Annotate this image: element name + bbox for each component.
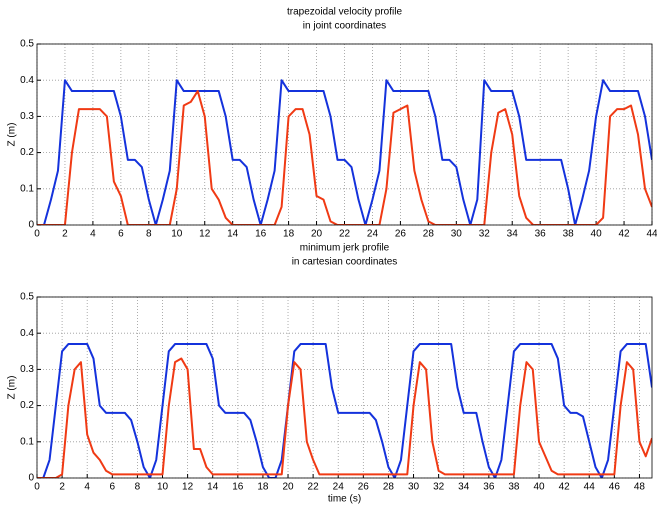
x-tick-label: 16 — [255, 229, 267, 240]
chart-subtitle: in joint coordinates — [303, 21, 386, 32]
axes-box — [36, 43, 653, 226]
chart-subtitle: in cartesian coordinates — [292, 257, 398, 268]
x-tick-label: 10 — [171, 229, 183, 240]
x-tick-label: 26 — [358, 482, 370, 493]
x-tick-label: 14 — [227, 229, 239, 240]
y-tick-label: 0.4 — [20, 75, 34, 86]
x-tick-label: 30 — [451, 229, 463, 240]
y-tick-label: 0.4 — [20, 328, 34, 339]
y-tick-label: 0.2 — [20, 147, 34, 158]
x-tick-label: 10 — [157, 482, 169, 493]
y-tick-label: 0.3 — [20, 364, 34, 375]
x-tick-label: 6 — [110, 482, 116, 493]
y-tick-label: 0.1 — [20, 436, 34, 447]
x-tick-label: 18 — [283, 229, 295, 240]
y-tick-label: 0.3 — [20, 111, 34, 122]
chart-title: minimum jerk profile — [300, 243, 390, 254]
x-tick-label: 22 — [308, 482, 320, 493]
data-line — [37, 357, 652, 478]
x-tick-label: 0 — [34, 229, 40, 240]
x-tick-label: 42 — [618, 229, 630, 240]
y-axis-label: Z (m) — [7, 123, 18, 147]
x-tick-label: 2 — [62, 229, 68, 240]
x-tick-label: 30 — [408, 482, 420, 493]
x-axis-label: time (s) — [328, 494, 361, 505]
x-tick-label: 2 — [59, 482, 65, 493]
y-tick-label: 0 — [28, 220, 34, 231]
y-axis-label: Z (m) — [7, 376, 18, 400]
x-tick-label: 24 — [333, 482, 345, 493]
x-tick-label: 16 — [232, 482, 244, 493]
y-tick-label: 0.1 — [20, 183, 34, 194]
x-tick-label: 36 — [535, 229, 547, 240]
y-tick-label: 0 — [28, 473, 34, 484]
x-tick-label: 20 — [311, 229, 323, 240]
x-tick-label: 38 — [563, 229, 575, 240]
x-tick-label: 28 — [383, 482, 395, 493]
x-tick-label: 44 — [584, 482, 596, 493]
x-tick-label: 32 — [433, 482, 445, 493]
data-line — [37, 343, 652, 478]
y-tick-label: 0.5 — [20, 292, 34, 303]
x-tick-label: 46 — [609, 482, 621, 493]
x-tick-label: 34 — [458, 482, 470, 493]
x-tick-label: 26 — [395, 229, 407, 240]
x-tick-label: 18 — [257, 482, 269, 493]
x-tick-label: 8 — [135, 482, 141, 493]
x-tick-label: 48 — [634, 482, 646, 493]
x-tick-label: 0 — [34, 482, 40, 493]
x-tick-label: 36 — [483, 482, 495, 493]
data-line — [37, 79, 652, 225]
x-tick-label: 4 — [84, 482, 90, 493]
x-tick-label: 12 — [199, 229, 211, 240]
x-tick-label: 24 — [367, 229, 379, 240]
y-tick-label: 0.5 — [20, 39, 34, 50]
x-tick-label: 34 — [507, 229, 519, 240]
x-tick-label: 6 — [118, 229, 124, 240]
x-tick-label: 28 — [423, 229, 435, 240]
x-tick-label: 38 — [508, 482, 520, 493]
x-tick-label: 40 — [591, 229, 603, 240]
x-tick-label: 40 — [533, 482, 545, 493]
x-tick-label: 12 — [182, 482, 194, 493]
axes-box — [36, 296, 653, 479]
x-tick-label: 8 — [146, 229, 152, 240]
y-tick-label: 0.2 — [20, 400, 34, 411]
x-tick-label: 14 — [207, 482, 219, 493]
x-tick-label: 32 — [479, 229, 491, 240]
x-tick-label: 20 — [282, 482, 294, 493]
x-tick-label: 22 — [339, 229, 351, 240]
chart-title: trapezoidal velocity profile — [287, 7, 402, 18]
x-tick-label: 42 — [559, 482, 571, 493]
x-tick-label: 4 — [90, 229, 96, 240]
x-tick-label: 44 — [646, 229, 657, 240]
